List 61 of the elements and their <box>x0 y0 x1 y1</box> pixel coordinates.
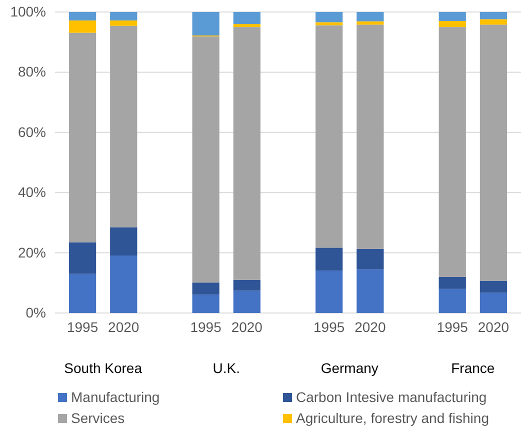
bar <box>356 21 384 25</box>
x-tick-label: 1995 <box>314 318 345 335</box>
legend-label: Carbon Intesive manufacturing <box>296 389 487 405</box>
bar <box>68 274 96 313</box>
y-tick-label: 40% <box>18 184 46 200</box>
y-tick-label: 80% <box>18 64 46 80</box>
bar <box>110 256 138 313</box>
bar <box>316 248 343 271</box>
text: South Korea <box>64 360 142 376</box>
bar <box>480 12 508 20</box>
bar <box>438 21 466 28</box>
bar <box>68 12 96 20</box>
bar <box>110 20 138 26</box>
bar <box>438 27 466 277</box>
bar <box>438 288 466 313</box>
bar <box>110 227 138 256</box>
bar <box>68 20 96 33</box>
bar <box>68 242 96 274</box>
bar <box>356 248 384 270</box>
bar <box>233 27 260 280</box>
bar <box>438 12 466 22</box>
legend-label: Agriculture, forestry and fishing <box>296 410 489 426</box>
bar <box>233 280 260 291</box>
text: France <box>451 360 495 376</box>
x-tick-label: 1995 <box>66 318 98 335</box>
x-tick-label: 1995 <box>436 318 468 335</box>
bar <box>192 12 220 36</box>
bar <box>316 25 343 248</box>
bar <box>110 26 138 228</box>
bar <box>480 280 508 293</box>
x-tick-label: 1995 <box>190 318 222 335</box>
bar <box>480 24 508 281</box>
bar <box>192 294 220 313</box>
bar <box>480 292 508 313</box>
legend-label: Manufacturing <box>71 389 160 405</box>
text: Germany <box>320 360 378 376</box>
bar <box>356 269 384 313</box>
bar <box>356 24 384 249</box>
bar <box>356 12 384 22</box>
y-tick-label: 100% <box>10 3 46 20</box>
bar <box>316 12 343 22</box>
bar <box>192 36 220 283</box>
y-tick-label: 20% <box>18 244 46 260</box>
bar <box>110 12 138 20</box>
x-tick-label: 2020 <box>354 318 386 335</box>
bar <box>233 290 260 313</box>
text: U.K. <box>212 360 240 376</box>
bar <box>233 12 260 24</box>
x-tick-label: 2020 <box>108 318 140 335</box>
bar <box>316 22 343 26</box>
bar <box>438 276 466 289</box>
bar <box>68 32 96 242</box>
legend-label: Services <box>71 410 125 426</box>
y-tick-label: 0% <box>26 304 46 320</box>
x-tick-label: 2020 <box>478 318 510 335</box>
bar <box>192 282 220 295</box>
bar <box>233 24 260 28</box>
y-tick-label: 60% <box>18 124 46 140</box>
x-tick-label: 2020 <box>231 318 263 335</box>
bar <box>316 270 343 313</box>
bar <box>480 19 508 25</box>
